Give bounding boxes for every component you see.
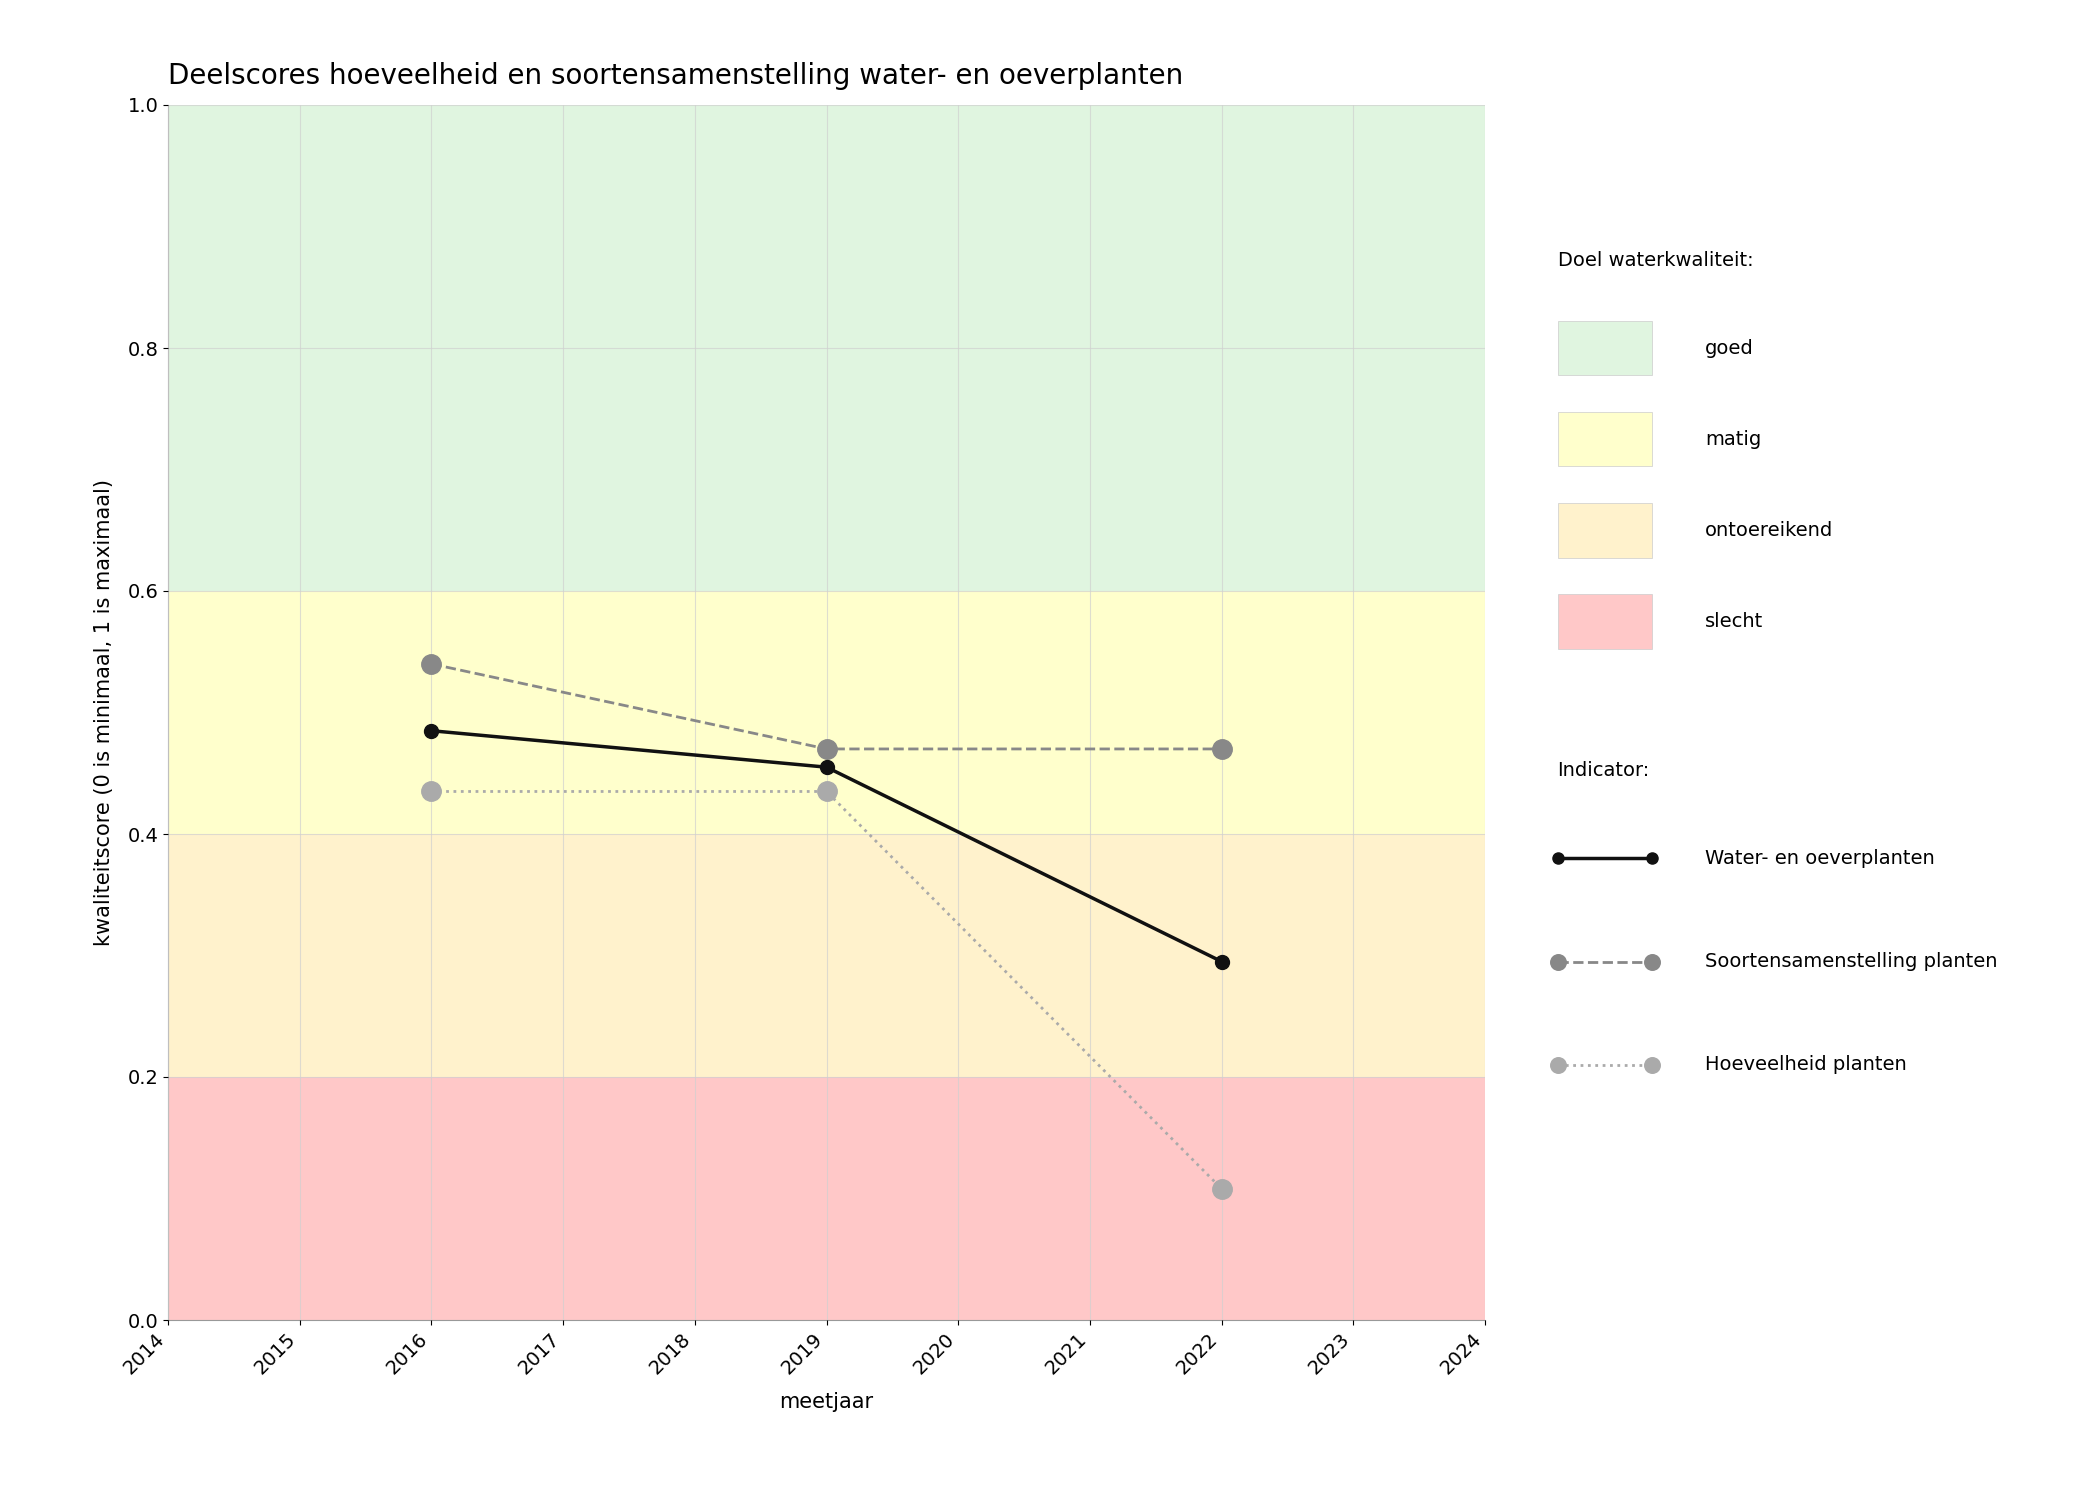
Text: Hoeveelheid planten: Hoeveelheid planten bbox=[1705, 1056, 1907, 1074]
Text: Water- en oeverplanten: Water- en oeverplanten bbox=[1705, 849, 1934, 868]
X-axis label: meetjaar: meetjaar bbox=[779, 1392, 874, 1411]
Text: ontoereikend: ontoereikend bbox=[1705, 520, 1833, 540]
Bar bbox=[168, 591, 1485, 834]
Bar bbox=[168, 105, 1485, 591]
Bar bbox=[168, 1077, 1485, 1320]
Text: Doel waterkwaliteit:: Doel waterkwaliteit: bbox=[1558, 251, 1754, 270]
Text: Indicator:: Indicator: bbox=[1558, 760, 1651, 780]
Text: Deelscores hoeveelheid en soortensamenstelling water- en oeverplanten: Deelscores hoeveelheid en soortensamenst… bbox=[168, 62, 1182, 90]
FancyBboxPatch shape bbox=[1558, 321, 1653, 375]
FancyBboxPatch shape bbox=[1558, 503, 1653, 558]
Text: goed: goed bbox=[1705, 339, 1753, 357]
Text: slecht: slecht bbox=[1705, 612, 1764, 632]
FancyBboxPatch shape bbox=[1558, 413, 1653, 466]
Text: matig: matig bbox=[1705, 429, 1762, 448]
Y-axis label: kwaliteitscore (0 is minimaal, 1 is maximaal): kwaliteitscore (0 is minimaal, 1 is maxi… bbox=[94, 478, 113, 946]
FancyBboxPatch shape bbox=[1558, 594, 1653, 648]
Bar bbox=[168, 834, 1485, 1077]
Text: Soortensamenstelling planten: Soortensamenstelling planten bbox=[1705, 952, 1997, 970]
